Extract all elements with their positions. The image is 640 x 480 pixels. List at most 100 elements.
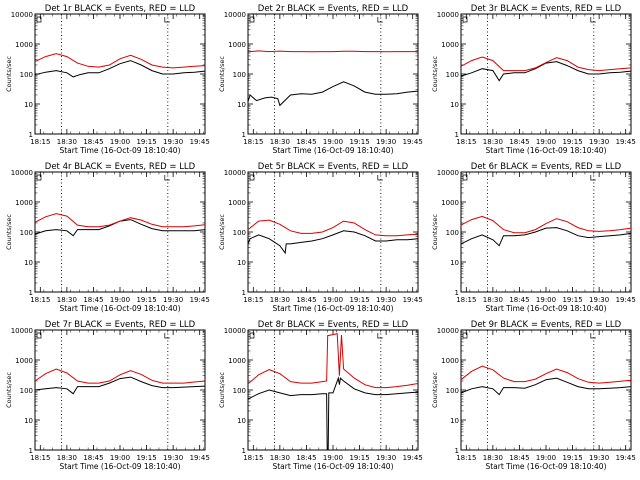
x-tick-label: 19:15: [349, 454, 369, 462]
y-axis-label: Counts/sec: [5, 372, 13, 408]
y-tick-label: 1000: [228, 357, 246, 365]
y-tick-label: 1000: [441, 41, 459, 49]
x-tick-label: 18:45: [83, 296, 103, 304]
corner-marker: [590, 333, 596, 339]
x-tick-label: 19:00: [536, 138, 556, 146]
y-tick-label: 10: [450, 417, 459, 425]
series-line-events: [460, 61, 632, 82]
x-tick-label: 18:15: [456, 296, 476, 304]
panel-6: Det 6r BLACK = Events, RED = LLD 1 10 100 10…: [431, 162, 636, 313]
x-tick-label: 18:30: [270, 138, 290, 146]
series-line-lld: [247, 219, 419, 237]
x-tick-label: 19:00: [536, 454, 556, 462]
panel-title: Det 3r BLACK = Events, RED = LLD: [471, 4, 622, 14]
corner-marker: [249, 174, 255, 181]
panel-3: Det 3r BLACK = Events, RED = LLD 1 10 100 10…: [431, 4, 636, 155]
x-tick-label: 18:45: [509, 296, 529, 304]
x-tick-label: 19:15: [136, 454, 156, 462]
y-tick-label: 1000: [228, 41, 246, 49]
x-tick-label: 19:15: [349, 138, 369, 146]
series-line-events: [247, 376, 419, 451]
panel-title: Det 2r BLACK = Events, RED = LLD: [258, 4, 409, 14]
series-line-events: [460, 227, 632, 247]
x-tick-label: 19:30: [163, 138, 183, 146]
y-tick-label: 1000: [441, 357, 459, 365]
x-axis-label: Start Time (16-Oct-09 18:10:40): [485, 304, 606, 313]
corner-marker: [36, 16, 42, 23]
corner-marker: [377, 333, 383, 339]
y-tick-label: 10000: [224, 11, 246, 19]
x-tick-label: 19:00: [536, 296, 556, 304]
y-tick-label: 10000: [437, 327, 459, 335]
y-tick-label: 10000: [11, 327, 33, 335]
y-tick-label: 100: [20, 387, 33, 395]
corner-marker: [377, 17, 383, 23]
y-tick-label: 100: [233, 71, 246, 79]
x-tick-label: 19:00: [323, 454, 343, 462]
x-tick-label: 19:30: [376, 138, 396, 146]
corner-marker: [164, 333, 170, 339]
x-axis-label: Start Time (16-Oct-09 18:10:40): [272, 462, 393, 471]
corner-marker: [590, 175, 596, 181]
y-tick-label: 1000: [441, 199, 459, 207]
x-tick-label: 19:45: [190, 138, 210, 146]
x-tick-label: 19:15: [349, 296, 369, 304]
y-axis-label: Counts/sec: [5, 214, 13, 250]
x-tick-label: 19:45: [190, 454, 210, 462]
x-tick-label: 19:00: [323, 138, 343, 146]
x-tick-label: 19:00: [110, 454, 130, 462]
x-axis-label: Start Time (16-Oct-09 18:10:40): [59, 304, 180, 313]
y-tick-label: 10000: [437, 169, 459, 177]
x-tick-label: 18:15: [243, 296, 263, 304]
corner-marker: [377, 175, 383, 181]
y-tick-label: 100: [446, 229, 459, 237]
panel-title: Det 8r BLACK = Events, RED = LLD: [258, 320, 409, 330]
y-tick-label: 10: [24, 417, 33, 425]
y-tick-label: 10: [24, 259, 33, 267]
x-tick-label: 19:45: [616, 138, 636, 146]
x-tick-label: 19:15: [136, 138, 156, 146]
x-tick-label: 18:30: [57, 138, 77, 146]
x-tick-label: 18:30: [57, 296, 77, 304]
x-tick-label: 19:45: [403, 138, 423, 146]
y-tick-label: 10000: [437, 11, 459, 19]
y-tick-label: 100: [446, 387, 459, 395]
x-tick-label: 18:15: [456, 138, 476, 146]
series-line-events: [247, 81, 419, 107]
corner-marker: [36, 174, 42, 181]
corner-marker: [249, 16, 255, 23]
series-line-lld: [34, 53, 206, 69]
panel-9: Det 9r BLACK = Events, RED = LLD 1 10 100 10…: [431, 320, 636, 471]
x-tick-label: 19:30: [376, 296, 396, 304]
x-tick-label: 18:30: [57, 454, 77, 462]
corner-marker: [249, 332, 255, 339]
x-tick-label: 18:45: [296, 296, 316, 304]
y-axis-label: Counts/sec: [431, 214, 439, 250]
series-line-events: [34, 376, 206, 395]
series-line-lld: [247, 50, 418, 53]
y-tick-label: 1: [29, 447, 33, 455]
panel-title: Det 5r BLACK = Events, RED = LLD: [258, 162, 409, 172]
y-axis-label: Counts/sec: [5, 56, 13, 92]
corner-marker: [164, 175, 170, 181]
y-tick-label: 10000: [224, 169, 246, 177]
corner-marker: [462, 174, 468, 181]
y-tick-label: 1: [455, 131, 459, 139]
y-tick-label: 1: [242, 289, 246, 297]
x-tick-label: 18:45: [296, 138, 316, 146]
y-tick-label: 1: [242, 447, 246, 455]
panel-5: Det 5r BLACK = Events, RED = LLD 1 10 100 10…: [218, 162, 423, 313]
panel-title: Det 4r BLACK = Events, RED = LLD: [45, 162, 196, 172]
panel-2: Det 2r BLACK = Events, RED = LLD 1 10 100 10…: [218, 4, 423, 155]
x-tick-label: 19:15: [136, 296, 156, 304]
panel-title: Det 7r BLACK = Events, RED = LLD: [45, 320, 196, 330]
x-axis-label: Start Time (16-Oct-09 18:10:40): [59, 146, 180, 155]
x-tick-label: 19:30: [589, 296, 609, 304]
x-tick-label: 18:45: [83, 454, 103, 462]
panel-title: Det 9r BLACK = Events, RED = LLD: [471, 320, 622, 330]
x-tick-label: 18:30: [270, 296, 290, 304]
y-tick-label: 1000: [15, 357, 33, 365]
x-tick-label: 18:15: [243, 454, 263, 462]
series-line-lld: [34, 368, 206, 384]
